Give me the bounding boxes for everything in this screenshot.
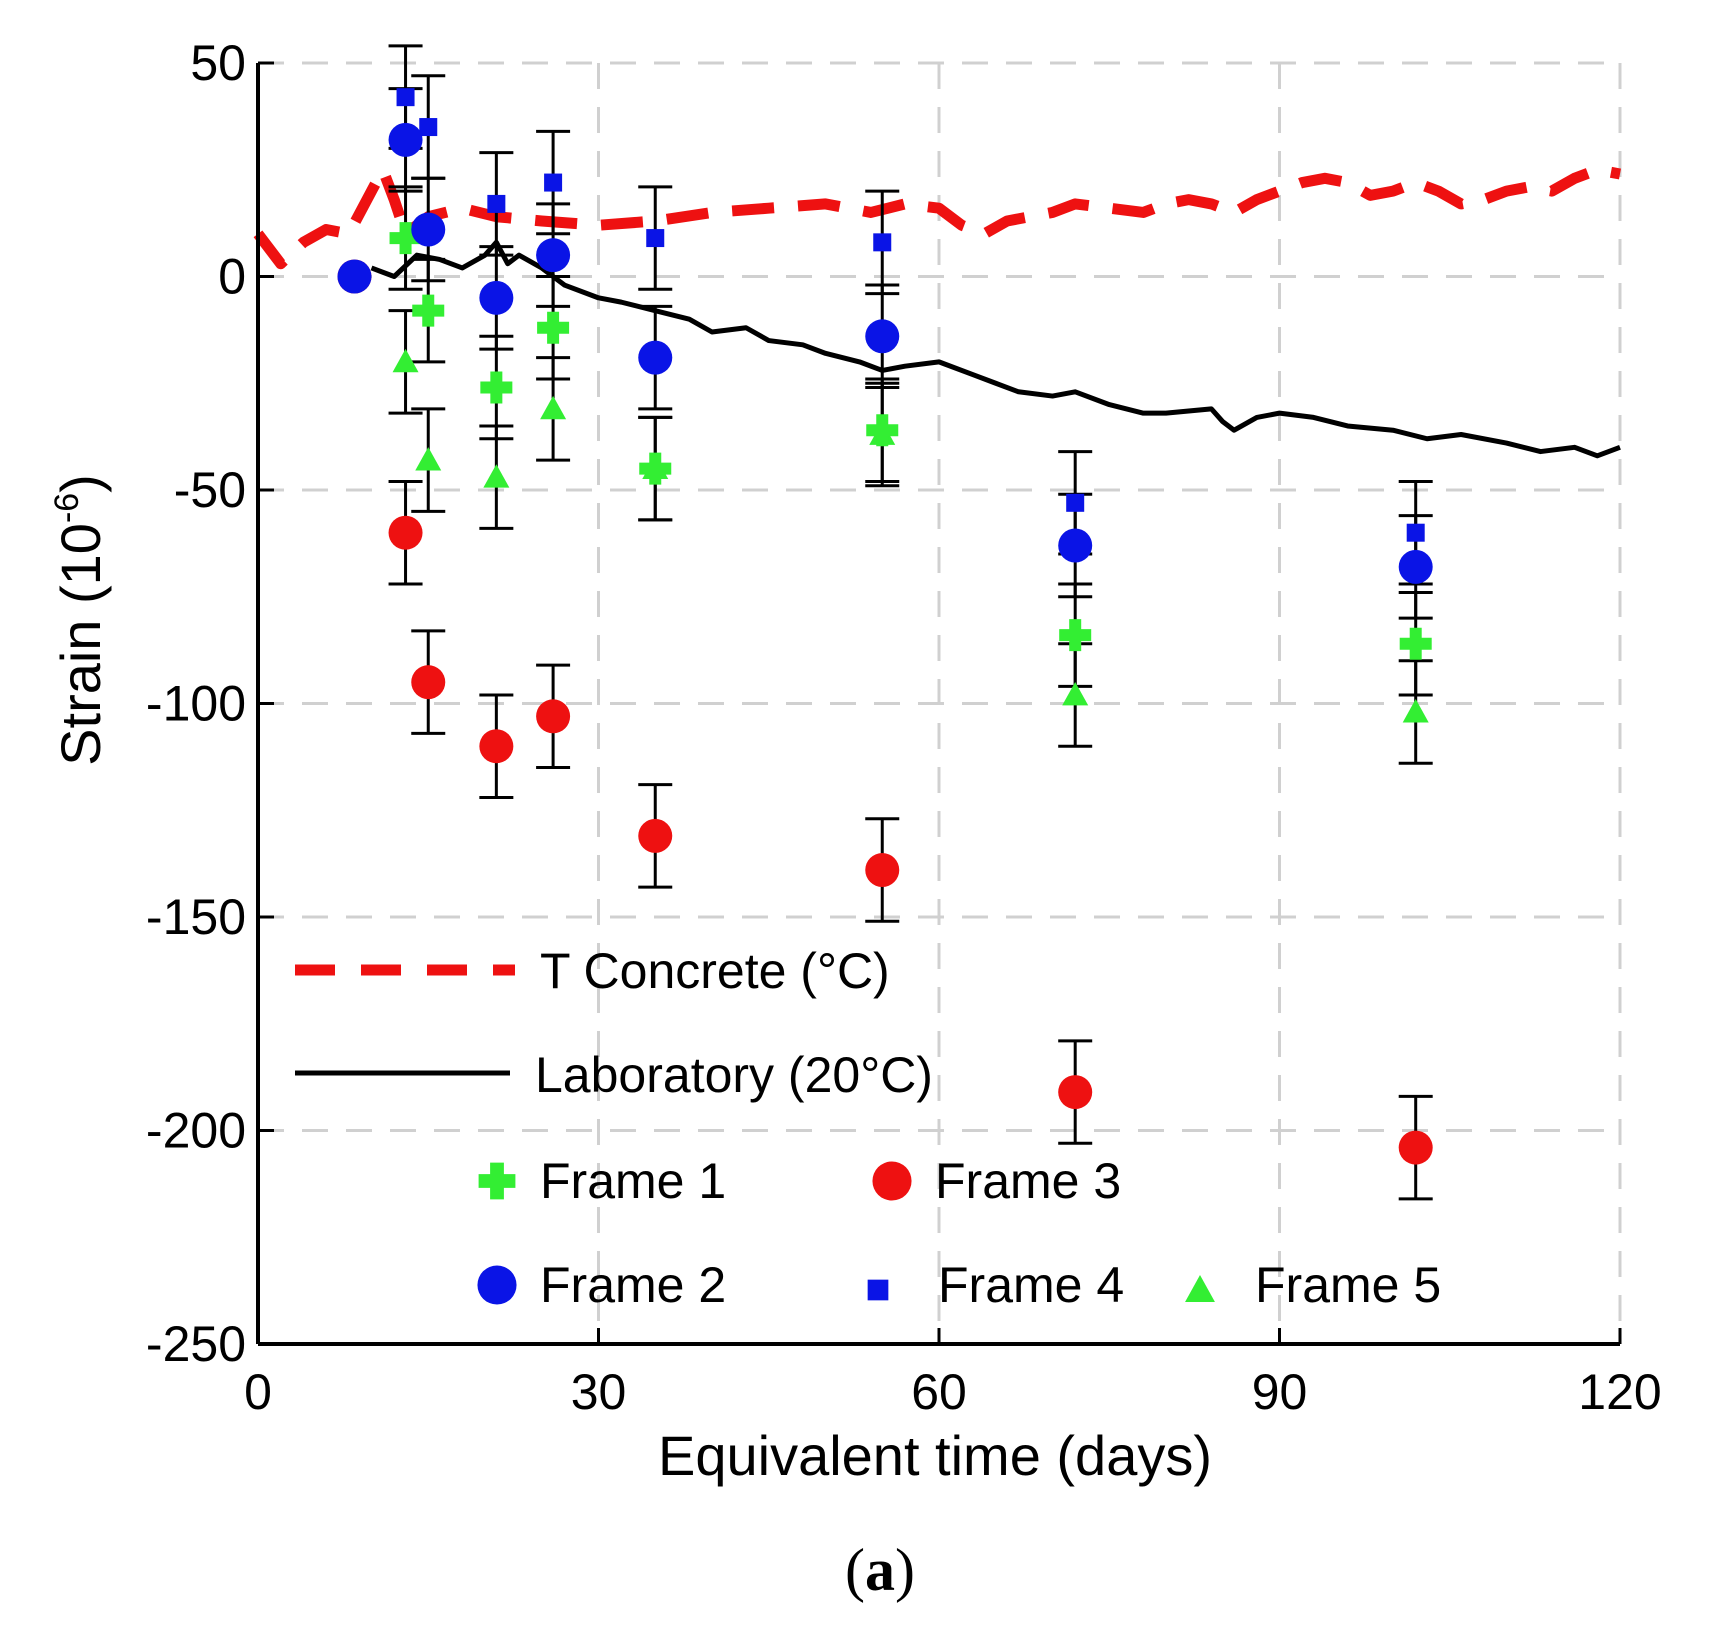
legend: T Concrete (°C) Laboratory (20°C) Frame …: [295, 943, 1441, 1313]
y-tick-label: 0: [218, 249, 246, 305]
frame-2-point: [865, 319, 900, 354]
x-tick-label: 120: [1578, 1364, 1661, 1420]
y-axis-title-exponent: -6: [48, 493, 86, 523]
frame-4-point: [345, 267, 364, 286]
legend-label-frame-4: Frame 4: [938, 1257, 1124, 1313]
frame-4-point: [419, 118, 438, 137]
frame-3-point: [388, 515, 423, 550]
caption-close: ): [895, 1537, 915, 1603]
x-tick-label: 90: [1252, 1364, 1308, 1420]
line-series: [253, 164, 1622, 459]
frame-3-point: [536, 699, 571, 734]
legend-marker-frame-3: [872, 1161, 912, 1201]
frame-4-point: [487, 194, 506, 213]
frame-5-point: [540, 395, 567, 420]
y-axis-title-base: Strain (10: [49, 523, 112, 766]
frame-3-point: [411, 665, 446, 700]
frame-1-point: [866, 414, 899, 447]
legend-label-frame-3: Frame 3: [935, 1153, 1121, 1209]
legend-marker-frame-1: [478, 1162, 516, 1200]
legend-label-frame-2: Frame 2: [540, 1257, 726, 1313]
frame-1-point: [389, 222, 422, 255]
legend-marker-frame-5: [1185, 1275, 1215, 1302]
x-axis-title: Equivalent time (days): [658, 1424, 1212, 1487]
y-tick-label: 50: [190, 35, 246, 91]
frame-5-point: [1402, 699, 1429, 723]
frame-3-point: [1058, 1075, 1093, 1110]
legend-marker-frame-2: [477, 1265, 517, 1305]
frame-5-point: [415, 447, 442, 471]
y-axis-title-close: ): [49, 474, 112, 493]
frame-2-point: [638, 340, 673, 375]
frame-4-point: [873, 233, 892, 252]
axis-ticks: 0 30 60 90 120 50 0 -50 -100 -150 -200 -250: [146, 35, 1662, 1420]
caption-letter: a: [865, 1537, 895, 1603]
legend-markers: [477, 1161, 1215, 1305]
frame-3-point: [479, 729, 514, 764]
frame-4-point: [396, 88, 415, 107]
frame-3-point: [865, 853, 900, 888]
line-t-concrete-c: [253, 164, 1622, 270]
frame-4-point: [646, 229, 665, 248]
x-tick-label: 30: [571, 1364, 627, 1420]
frame-4-point: [1066, 493, 1085, 512]
frame-3-point: [638, 818, 673, 853]
line-laboratory-20-c: [370, 239, 1621, 459]
frame-1-point: [1399, 627, 1432, 660]
error-bars: [388, 44, 1433, 1201]
legend-label-frame-5: Frame 5: [1255, 1257, 1441, 1313]
frame-4-point: [544, 173, 563, 192]
frame-2-point: [1058, 528, 1093, 563]
frame-5-point: [483, 464, 510, 488]
frame-1-point: [537, 311, 570, 344]
data-markers: [337, 88, 1433, 1165]
frame-2-point: [1398, 549, 1433, 584]
frame-1-point: [639, 452, 672, 485]
frame-2-point: [388, 122, 423, 157]
y-axis-title: Strain (10-6): [48, 474, 112, 766]
frame-4-point: [1406, 523, 1425, 542]
x-tick-label: 60: [911, 1364, 967, 1420]
y-tick-label: -200: [146, 1103, 246, 1159]
frame-1-point: [1059, 619, 1092, 652]
y-tick-label: -100: [146, 676, 246, 732]
figure-caption: (a): [845, 1537, 915, 1603]
legend-label-frame-1: Frame 1: [540, 1153, 726, 1209]
y-tick-label: -50: [174, 462, 246, 518]
legend-marker-frame-4: [867, 1279, 889, 1301]
frame-2-point: [411, 212, 446, 247]
frame-1-point: [412, 294, 445, 327]
frame-3-point: [1398, 1130, 1433, 1165]
caption-open: (: [845, 1537, 865, 1603]
legend-label-laboratory: Laboratory (20°C): [535, 1047, 933, 1103]
frame-2-point: [479, 280, 514, 315]
y-tick-label: -150: [146, 889, 246, 945]
frame-2-point: [536, 238, 571, 273]
legend-label-t-concrete: T Concrete (°C): [540, 943, 890, 999]
frame-5-point: [1062, 681, 1089, 706]
grid: [258, 61, 1622, 1344]
frame-1-point: [480, 371, 513, 404]
x-tick-label: 0: [244, 1364, 272, 1420]
frame-5-point: [392, 348, 419, 373]
y-tick-label: -250: [146, 1316, 246, 1372]
